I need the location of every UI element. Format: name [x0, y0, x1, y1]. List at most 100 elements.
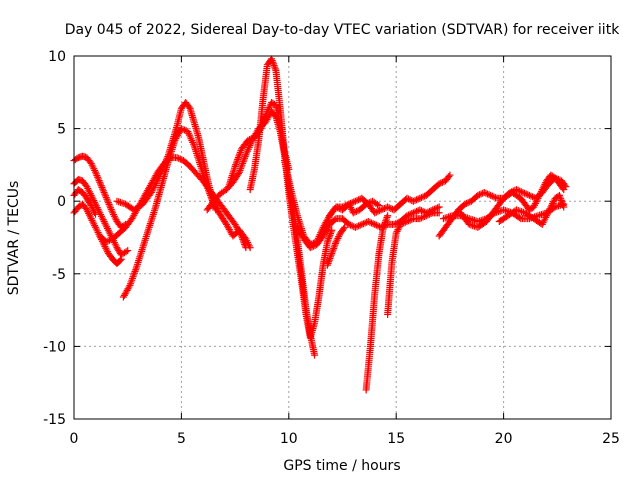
data-point	[419, 213, 427, 221]
data-point	[558, 198, 566, 206]
data-point	[492, 194, 500, 202]
data-point	[330, 244, 338, 252]
data-point	[485, 191, 493, 199]
data-point	[330, 243, 338, 251]
data-point	[340, 225, 348, 233]
data-point	[351, 197, 359, 205]
data-point	[379, 223, 387, 231]
data-point	[361, 219, 369, 227]
data-point	[269, 60, 277, 68]
data-point	[362, 200, 370, 208]
data-point	[396, 220, 404, 228]
data-point	[463, 199, 471, 207]
data-point	[560, 186, 568, 194]
data-point	[435, 180, 443, 188]
data-point	[328, 226, 336, 234]
data-point	[348, 222, 356, 230]
data-point	[94, 173, 102, 181]
data-point	[349, 209, 357, 217]
data-point	[93, 172, 101, 180]
series-4	[70, 186, 99, 218]
data-point	[364, 199, 372, 207]
data-point	[268, 57, 276, 65]
data-point	[271, 63, 279, 71]
data-point	[517, 188, 525, 196]
data-point	[102, 194, 110, 202]
data-point	[356, 221, 364, 229]
data-point	[477, 190, 485, 198]
data-point	[525, 191, 533, 199]
data-point	[372, 221, 380, 229]
data-point	[408, 215, 416, 223]
data-point	[175, 154, 183, 162]
data-point	[310, 242, 318, 250]
data-point	[413, 196, 421, 204]
data-point	[101, 190, 109, 198]
data-point	[413, 207, 421, 215]
data-point	[350, 198, 358, 206]
data-point	[157, 169, 165, 177]
data-point	[464, 199, 472, 207]
y-tick-label: -5	[52, 267, 66, 283]
series-6	[119, 125, 254, 301]
y-tick-label: -15	[43, 412, 66, 428]
data-point	[559, 200, 567, 208]
data-point	[522, 190, 530, 198]
series-15	[362, 212, 392, 394]
data-point	[482, 189, 490, 197]
data-point	[325, 258, 333, 266]
data-point	[327, 228, 335, 236]
data-point	[560, 203, 568, 211]
data-point	[100, 188, 108, 196]
x-tick-label: 0	[70, 431, 79, 447]
data-point	[96, 180, 104, 188]
data-point	[331, 241, 339, 249]
data-point	[382, 217, 390, 225]
data-point	[102, 192, 110, 200]
data-point	[246, 135, 254, 143]
series-13	[319, 197, 383, 237]
data-point	[358, 220, 366, 228]
data-point	[323, 238, 331, 246]
x-tick-label: 15	[387, 431, 405, 447]
data-point	[271, 65, 279, 73]
data-point	[409, 197, 417, 205]
data-point	[353, 223, 361, 231]
data-point	[403, 218, 411, 226]
data-point	[94, 175, 102, 183]
data-point	[125, 283, 133, 291]
data-point	[406, 216, 414, 224]
data-point	[104, 197, 112, 205]
data-point	[160, 163, 167, 171]
data-point	[328, 249, 336, 257]
data-point	[177, 125, 185, 133]
data-point	[173, 154, 181, 162]
data-point	[398, 220, 406, 228]
data-point	[327, 253, 335, 261]
data-point	[308, 243, 316, 251]
axis-ticks: 0 5 10 15 20 25 -15 -10 -5 0 5 10	[43, 49, 620, 447]
series-1	[70, 152, 130, 231]
series-19	[457, 171, 568, 231]
data-point	[160, 161, 168, 169]
y-axis-label: SDTVAR / TECUs	[6, 181, 22, 296]
x-tick-label: 10	[280, 431, 298, 447]
data-point	[99, 185, 107, 193]
data-point	[487, 191, 495, 199]
data-point	[345, 220, 353, 228]
data-point	[327, 251, 335, 259]
data-point	[380, 204, 388, 212]
data-point	[163, 154, 171, 162]
data-point	[519, 188, 527, 196]
y-tick-label: -10	[43, 339, 66, 355]
data-points	[70, 55, 570, 394]
data-point	[359, 220, 367, 228]
data-point	[122, 248, 130, 256]
data-point	[371, 209, 379, 217]
data-point	[381, 218, 389, 226]
series-2	[70, 175, 132, 259]
grid-lines	[74, 56, 611, 419]
data-point	[367, 219, 375, 227]
data-point	[375, 202, 383, 210]
